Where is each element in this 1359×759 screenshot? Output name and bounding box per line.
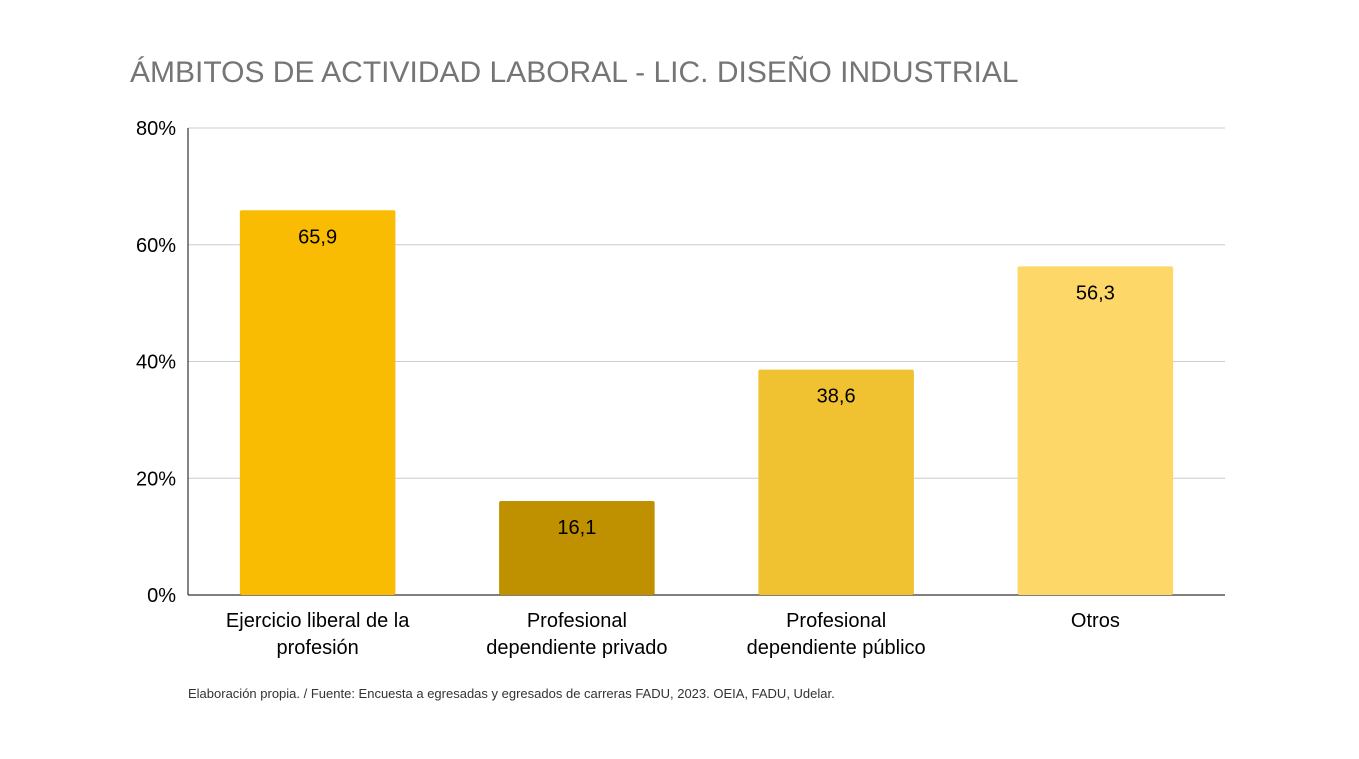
y-axis-tick-labels: 0% 20% 40% 60% 80% xyxy=(136,118,176,607)
y-tick-label: 80% xyxy=(136,118,176,140)
category-label: Ejercicio liberal de la xyxy=(226,610,410,632)
category-label: Profesional xyxy=(786,610,886,632)
category-label: dependiente público xyxy=(747,637,926,659)
category-label: profesión xyxy=(276,637,358,659)
category-label: Profesional xyxy=(527,610,627,632)
category-label: dependiente privado xyxy=(486,637,667,659)
y-tick-label: 20% xyxy=(136,468,176,490)
bar xyxy=(499,501,655,595)
y-tick-label: 0% xyxy=(147,585,176,607)
bar-value-labels: 65,9 16,1 38,6 56,3 xyxy=(298,226,1115,539)
bar xyxy=(758,369,914,595)
chart-title: ÁMBITOS DE ACTIVIDAD LABORAL - LIC. DISE… xyxy=(130,55,1019,89)
category-label: Otros xyxy=(1071,610,1120,632)
bars xyxy=(239,210,1174,595)
bar-value-label: 38,6 xyxy=(817,386,856,408)
y-tick-label: 60% xyxy=(136,235,176,257)
bar-value-label: 56,3 xyxy=(1076,282,1115,304)
bar-value-label: 65,9 xyxy=(298,226,337,248)
y-tick-label: 40% xyxy=(136,352,176,374)
source-note: Elaboración propia. / Fuente: Encuesta a… xyxy=(188,686,835,701)
x-axis-category-labels: Ejercicio liberal de la profesión Profesio… xyxy=(226,610,1120,659)
bar-value-label: 16,1 xyxy=(557,517,596,539)
bar xyxy=(1017,266,1174,595)
bar xyxy=(239,210,396,595)
